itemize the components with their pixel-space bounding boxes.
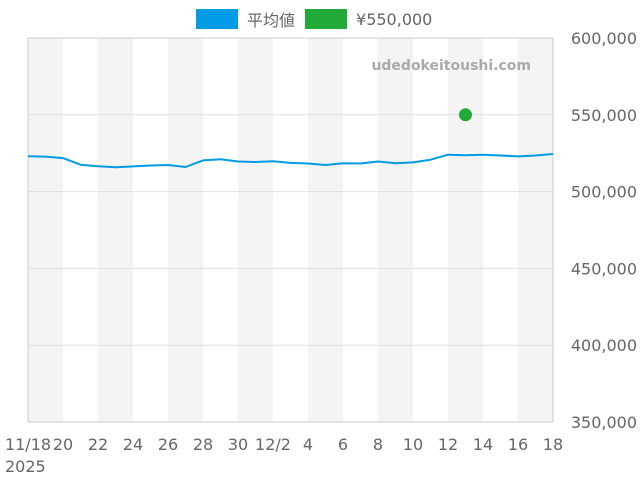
background-band: [168, 38, 203, 422]
x-tick-label: 8: [373, 435, 383, 454]
y-tick-label: 350,000: [571, 413, 637, 432]
x-year-label: 2025: [5, 457, 46, 476]
x-tick-label: 24: [123, 435, 143, 454]
legend-item-price[interactable]: ¥550,000: [305, 9, 432, 29]
background-band: [98, 38, 133, 422]
legend-item-average[interactable]: 平均値: [196, 7, 295, 31]
background-band: [518, 38, 553, 422]
y-tick-label: 500,000: [571, 183, 637, 202]
data-point-price: [459, 108, 472, 122]
x-tick-label: 6: [338, 435, 348, 454]
x-tick-label: 20: [53, 435, 73, 454]
y-tick-label: 400,000: [571, 336, 637, 355]
y-tick-label: 450,000: [571, 259, 637, 278]
background-band: [378, 38, 413, 422]
legend-label-average: 平均値: [247, 11, 296, 30]
background-band: [238, 38, 273, 422]
x-tick-label: 16: [508, 435, 528, 454]
x-tick-label: 22: [88, 435, 108, 454]
x-tick-label: 18: [543, 435, 563, 454]
x-tick-label: 28: [193, 435, 213, 454]
series-line-average: [27, 153, 554, 169]
x-tick-label: 10: [403, 435, 423, 454]
x-tick-label: 14: [473, 435, 493, 454]
x-tick-label: 12/2: [255, 435, 291, 454]
x-tick-label: 11/18: [5, 435, 51, 454]
x-tick-label: 30: [228, 435, 248, 454]
y-tick-label: 600,000: [571, 29, 637, 48]
chart-legend: 平均値 ¥550,000: [196, 8, 442, 30]
x-tick-label: 26: [158, 435, 178, 454]
watermark: udedokeitoushi.com: [371, 58, 531, 74]
y-tick-label: 550,000: [571, 106, 637, 125]
legend-swatch-price: [305, 9, 348, 29]
background-band: [448, 38, 483, 422]
plot-frame: [27, 37, 554, 423]
legend-swatch-average: [196, 9, 238, 29]
x-tick-label: 12: [438, 435, 458, 454]
background-band: [28, 38, 63, 422]
legend-label-price: ¥550,000: [356, 9, 433, 29]
background-band: [308, 38, 343, 422]
x-tick-label: 4: [303, 435, 313, 454]
